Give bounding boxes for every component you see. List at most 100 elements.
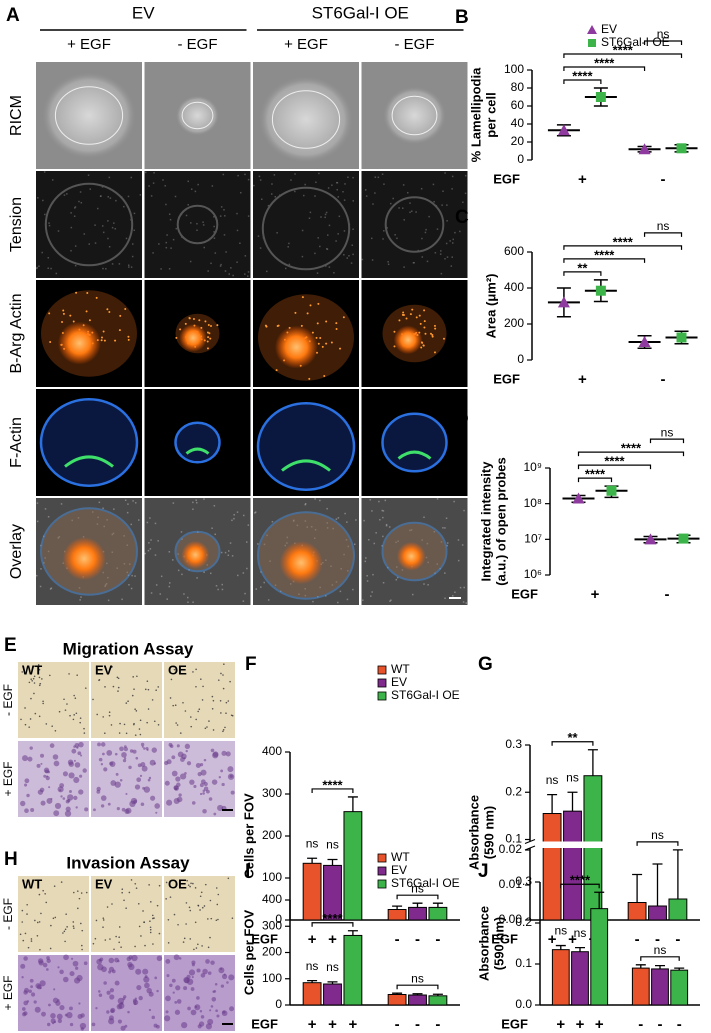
- nucleus: [274, 325, 318, 369]
- noise: [166, 234, 168, 236]
- noise: [352, 228, 354, 231]
- noise: [44, 213, 46, 216]
- noise: [181, 573, 183, 576]
- stain: [57, 999, 60, 1002]
- panel-letter: H: [4, 849, 18, 870]
- stain: [154, 976, 158, 980]
- noise: [371, 259, 374, 261]
- error-bar: [327, 858, 338, 866]
- stain: [93, 808, 96, 812]
- point: [557, 124, 570, 136]
- stain: [39, 682, 42, 685]
- noise: [260, 586, 262, 588]
- stain: [49, 743, 55, 748]
- stain: [149, 928, 152, 931]
- stain: [103, 767, 108, 772]
- actin-dot: [431, 335, 434, 338]
- stain: [189, 779, 195, 785]
- stain: [222, 730, 224, 733]
- noise: [47, 267, 49, 269]
- significance-bracket: [563, 66, 646, 71]
- noise: [239, 242, 241, 244]
- legend-label: ST6Gal-I OE: [391, 876, 460, 890]
- stain: [23, 1000, 29, 1006]
- actin-dot: [423, 326, 426, 329]
- stain: [129, 749, 134, 753]
- stain: [128, 765, 132, 770]
- bar: [343, 934, 363, 1006]
- stain: [118, 732, 121, 734]
- noise: [36, 266, 38, 269]
- stain: [176, 724, 179, 726]
- group-label: ST6Gal-I OE: [312, 3, 409, 22]
- stain: [98, 679, 100, 682]
- stain: [102, 926, 104, 928]
- stain: [135, 968, 142, 975]
- actin-dot: [95, 296, 98, 299]
- error-bar: [655, 964, 665, 969]
- stain: [175, 776, 181, 782]
- noise: [219, 215, 222, 217]
- legend-marker: [588, 39, 596, 47]
- stain: [72, 718, 75, 721]
- stain: [23, 956, 28, 961]
- stain: [181, 1022, 188, 1029]
- stain: [114, 957, 119, 963]
- point: [595, 285, 606, 296]
- stain: [204, 883, 207, 886]
- stain: [217, 804, 224, 811]
- stain: [201, 699, 204, 701]
- condition-label: - EGF: [178, 36, 218, 53]
- y-tick-label: 40: [511, 116, 525, 130]
- noise: [395, 578, 398, 581]
- stain: [21, 1007, 26, 1011]
- actin-dot: [319, 336, 322, 339]
- stain: [179, 732, 182, 734]
- micrograph: [18, 876, 89, 952]
- stain: [149, 759, 156, 766]
- stain: [106, 990, 111, 995]
- stain: [175, 722, 177, 724]
- stain: [28, 989, 32, 994]
- stain: [27, 756, 33, 762]
- stain: [42, 889, 44, 892]
- noise: [225, 251, 227, 253]
- point: [678, 533, 689, 544]
- stain: [208, 720, 210, 722]
- stain: [82, 768, 87, 773]
- noise: [335, 240, 337, 242]
- stain: [81, 929, 84, 932]
- stain: [53, 760, 60, 767]
- noise: [233, 517, 235, 520]
- stain: [214, 982, 218, 986]
- stain: [119, 778, 123, 782]
- noise: [196, 577, 198, 579]
- noise: [229, 542, 232, 544]
- actin-dot: [316, 322, 319, 325]
- noise: [55, 272, 58, 275]
- stain: [40, 762, 43, 765]
- stain: [169, 896, 172, 898]
- stain: [158, 932, 161, 935]
- actin-dot: [207, 336, 210, 339]
- stain: [200, 779, 206, 785]
- stain: [68, 761, 74, 767]
- noise: [127, 264, 130, 267]
- stain: [191, 960, 196, 965]
- noise: [165, 203, 167, 206]
- noise: [320, 216, 322, 218]
- noise: [168, 551, 171, 553]
- significance-label: ns: [657, 219, 670, 233]
- noise: [257, 235, 260, 237]
- x-tick-label: +: [578, 371, 587, 388]
- y-tick-label: 600: [504, 244, 524, 258]
- stain: [19, 933, 22, 936]
- noise: [383, 183, 385, 185]
- noise: [337, 601, 339, 604]
- x-tick-label: -: [638, 1016, 643, 1033]
- noise: [192, 501, 194, 504]
- x-axis-label: EGF: [493, 171, 520, 186]
- stain: [212, 752, 219, 759]
- stain: [200, 1015, 205, 1019]
- stain: [131, 694, 134, 697]
